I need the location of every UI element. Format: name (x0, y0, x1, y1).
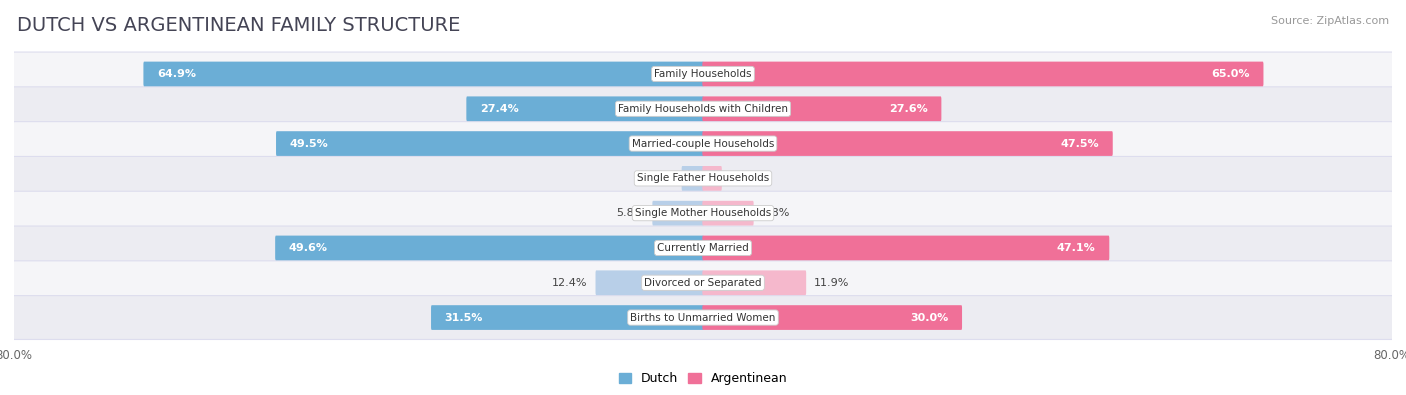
Text: 49.5%: 49.5% (290, 139, 329, 149)
Text: Married-couple Households: Married-couple Households (631, 139, 775, 149)
Text: 12.4%: 12.4% (553, 278, 588, 288)
FancyBboxPatch shape (13, 52, 1393, 96)
FancyBboxPatch shape (596, 271, 703, 295)
FancyBboxPatch shape (703, 62, 1264, 87)
Text: 11.9%: 11.9% (814, 278, 849, 288)
Text: Source: ZipAtlas.com: Source: ZipAtlas.com (1271, 16, 1389, 26)
Text: 64.9%: 64.9% (157, 69, 195, 79)
Text: Currently Married: Currently Married (657, 243, 749, 253)
Text: 5.8%: 5.8% (762, 208, 790, 218)
FancyBboxPatch shape (703, 166, 721, 191)
Text: Births to Unmarried Women: Births to Unmarried Women (630, 312, 776, 323)
Text: 47.1%: 47.1% (1057, 243, 1095, 253)
Text: Single Mother Households: Single Mother Households (636, 208, 770, 218)
FancyBboxPatch shape (703, 271, 806, 295)
FancyBboxPatch shape (276, 131, 703, 156)
FancyBboxPatch shape (13, 261, 1393, 305)
Text: DUTCH VS ARGENTINEAN FAMILY STRUCTURE: DUTCH VS ARGENTINEAN FAMILY STRUCTURE (17, 16, 460, 35)
Text: 65.0%: 65.0% (1212, 69, 1250, 79)
FancyBboxPatch shape (276, 235, 703, 260)
Legend: Dutch, Argentinean: Dutch, Argentinean (613, 367, 793, 390)
Text: Divorced or Separated: Divorced or Separated (644, 278, 762, 288)
FancyBboxPatch shape (13, 295, 1393, 339)
Text: 30.0%: 30.0% (910, 312, 949, 323)
FancyBboxPatch shape (652, 201, 703, 226)
Text: 2.4%: 2.4% (645, 173, 673, 183)
FancyBboxPatch shape (682, 166, 703, 191)
FancyBboxPatch shape (703, 131, 1112, 156)
FancyBboxPatch shape (703, 305, 962, 330)
Text: 27.4%: 27.4% (479, 104, 519, 114)
Text: 2.1%: 2.1% (730, 173, 758, 183)
FancyBboxPatch shape (703, 201, 754, 226)
FancyBboxPatch shape (13, 226, 1393, 270)
FancyBboxPatch shape (432, 305, 703, 330)
Text: 47.5%: 47.5% (1060, 139, 1099, 149)
Text: 5.8%: 5.8% (616, 208, 644, 218)
Text: 49.6%: 49.6% (288, 243, 328, 253)
FancyBboxPatch shape (13, 191, 1393, 235)
FancyBboxPatch shape (143, 62, 703, 87)
FancyBboxPatch shape (467, 96, 703, 121)
Text: 27.6%: 27.6% (889, 104, 928, 114)
FancyBboxPatch shape (13, 122, 1393, 166)
Text: Single Father Households: Single Father Households (637, 173, 769, 183)
FancyBboxPatch shape (13, 87, 1393, 131)
FancyBboxPatch shape (13, 156, 1393, 200)
FancyBboxPatch shape (703, 96, 942, 121)
FancyBboxPatch shape (703, 235, 1109, 260)
Text: 31.5%: 31.5% (444, 312, 484, 323)
Text: Family Households with Children: Family Households with Children (619, 104, 787, 114)
Text: Family Households: Family Households (654, 69, 752, 79)
